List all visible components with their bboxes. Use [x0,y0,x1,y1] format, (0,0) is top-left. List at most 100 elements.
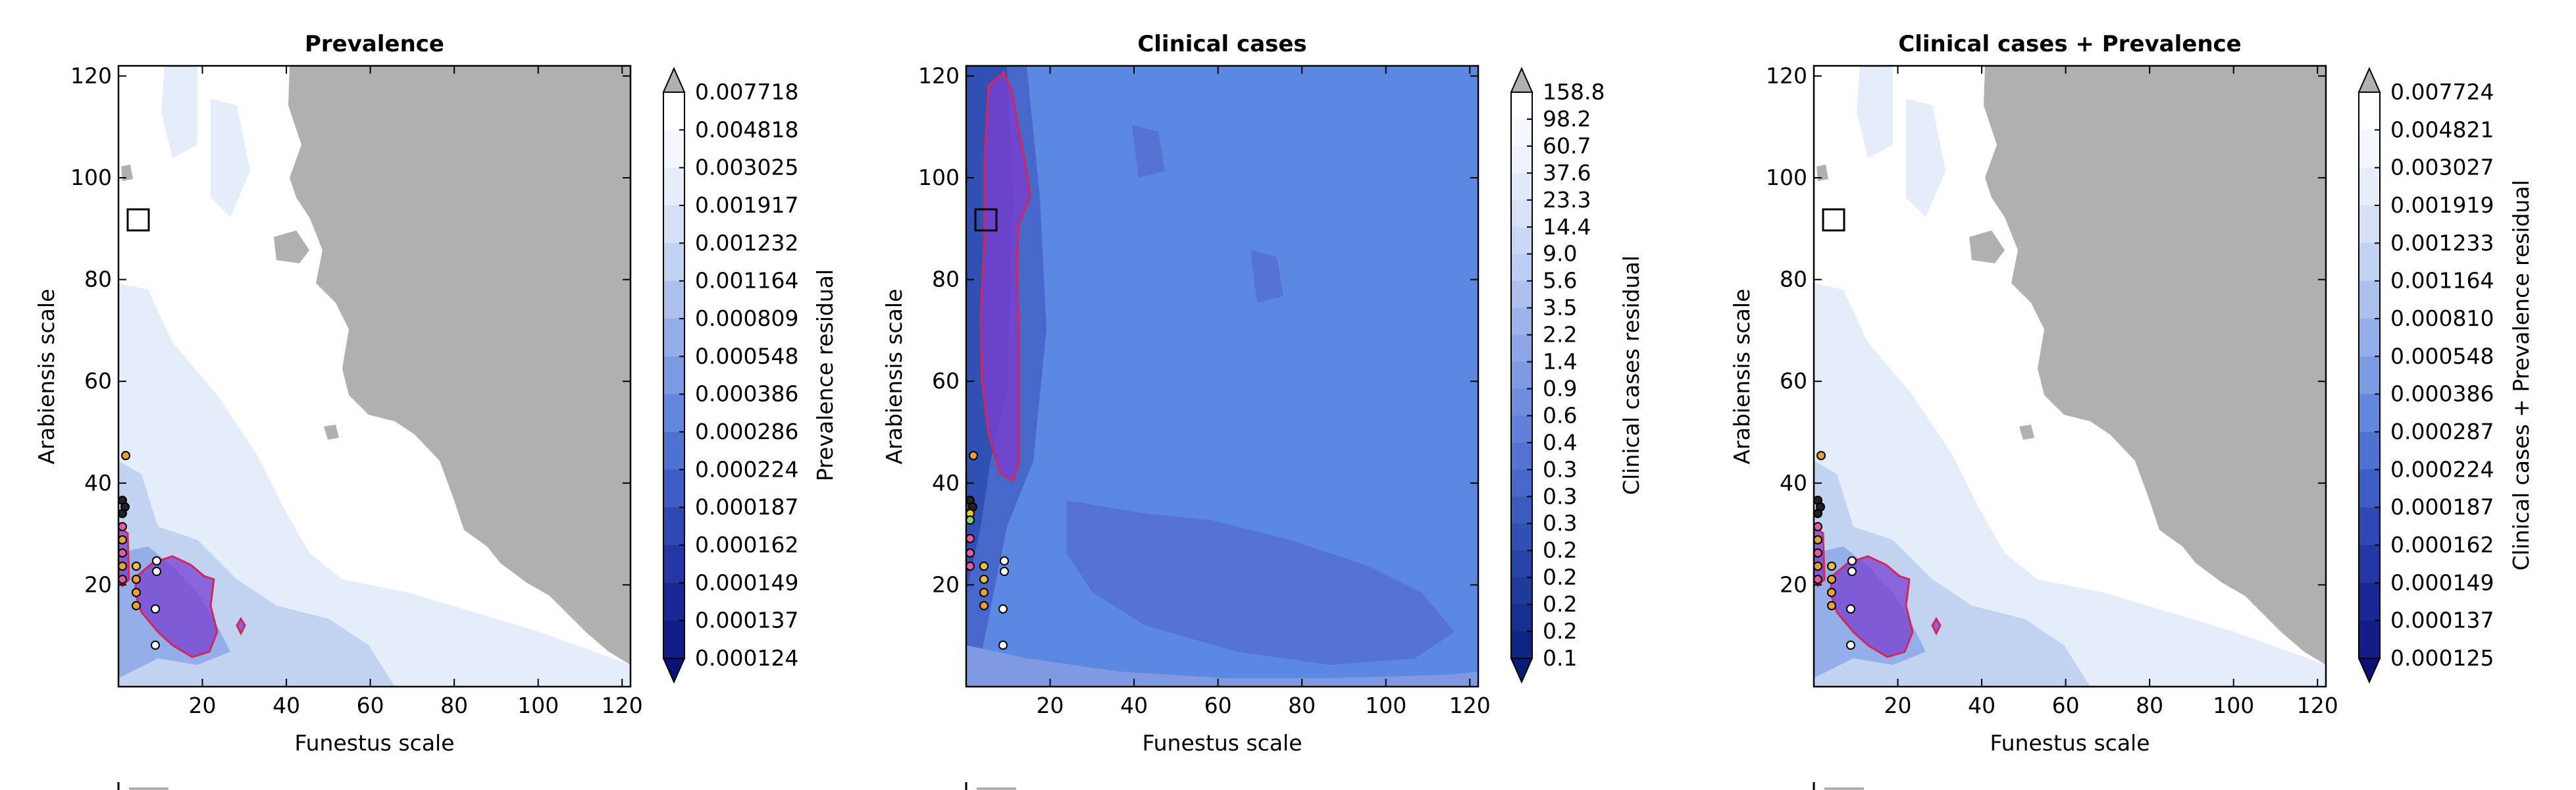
colorbar-tick-label: 5.6 [1543,268,1577,294]
colorbar-band [2359,469,2380,508]
colorbar-tick-label: 0.000810 [2390,305,2494,331]
colorbar-tick-label: 0.000386 [695,381,798,407]
colorbar-tick-label: 0.003027 [2390,155,2494,180]
sample-marker [979,588,989,597]
colorbar-tick-label: 37.6 [1543,160,1591,186]
colorbar-band [663,394,684,433]
colorbar-band [2359,394,2380,433]
colorbar: 0.007724 0.004821 0.003027 0.001919 0.001233… [2357,66,2494,684]
y-tick-label: 20 [84,571,112,597]
colorbar-band [1511,604,1532,632]
colorbar-band [2359,205,2380,244]
highlight-box [126,208,150,232]
panel-clinical-cases: Clinical cases [881,31,1644,790]
significance-region [979,70,1031,483]
sample-marker [966,548,975,558]
colorbar-band [1511,415,1532,443]
plot-frame [965,65,1480,688]
colorbar-band [1511,361,1532,390]
sample-marker [152,556,161,566]
colorbar-tick-label: 9.0 [1543,241,1577,267]
colorbar-band [1511,631,1532,659]
colorbar-tick-label: 0.001232 [695,230,798,255]
over-range-island [2022,257,2051,276]
y-tick-label: 80 [84,267,112,292]
colorbar-tick-label: 3.5 [1543,295,1577,321]
colorbar-band [663,469,684,508]
y-tick-label: 60 [1780,368,1807,394]
colorbar-tick-label: 0.000125 [2390,645,2494,671]
colorbar-band [663,167,684,206]
y-tick-label: 100 [918,165,960,190]
sample-marker [966,562,975,571]
colorbar-tick-label: 0.3 [1543,483,1577,509]
x-axis-label: Funestus scale [1990,730,2150,756]
colorbar-tick-label: 23.3 [1543,187,1591,213]
colorbar-band [1511,118,1532,147]
colorbar-tick-label: 0.2 [1543,591,1577,617]
sample-marker [1814,575,1822,584]
legend-stub [965,782,1016,790]
x-ticks: 20 40 60 80 100 120 [1884,66,2338,718]
highlight-box [974,208,998,232]
colorbar-tick-label: 0.003025 [695,155,798,180]
colorbar-band [1511,469,1532,497]
colorbar-under-arrow [1510,658,1533,684]
sample-marker [966,534,975,543]
x-tick-label: 60 [2052,693,2080,718]
sample-marker [1846,641,1855,650]
y-tick-label: 40 [84,470,112,496]
colorbar-tick-label: 2.2 [1543,322,1577,348]
colorbar: 0.007718 0.004818 0.003025 0.001917 0.001232… [662,66,798,684]
colorbar-band [663,583,684,621]
sample-marker [118,509,127,518]
colorbar-band [2359,167,2380,206]
sample-marker [1827,562,1836,571]
colorbar-frame [663,92,685,659]
sample-marker [1000,567,1009,576]
over-range-island [1816,165,1828,181]
colorbar-band [2359,243,2380,282]
x-tick-label: 60 [1204,693,1232,718]
colorbar-under-arrow [2357,658,2381,684]
x-axis-label: Funestus scale [1142,730,1302,756]
over-range-region [288,66,631,665]
sample-marker [969,451,978,460]
sample-marker [1816,451,1826,460]
colorbar-tick-label: 158.8 [1543,79,1605,105]
x-tick-label: 120 [1449,693,1491,718]
colorbar-band [1511,226,1532,255]
colorbar-band [663,130,684,169]
sample-marker [1846,604,1855,614]
sample-marker [1847,556,1857,566]
highlight-box [1822,208,1845,232]
sample-marker [132,588,141,597]
sample-marker [132,575,141,584]
over-range-region [1984,66,2326,665]
colorbar-tick-label: 1.4 [1543,349,1577,375]
significance-region [1931,617,1942,636]
y-tick-label: 40 [1780,470,1807,496]
contour-band-light [1857,66,1893,158]
y-axis-label: Arabiensis scale [1729,289,1755,465]
colorbar-band [1511,199,1532,228]
significance-region [1829,555,1914,658]
colorbar: 158.898.260.737.623.314.49.05.63.52.21.4… [1510,66,1605,684]
x-tick-label: 20 [1037,693,1064,718]
colorbar-tick-label: 0.000124 [695,645,798,671]
colorbar-tick-label: 0.000548 [695,343,798,369]
y-ticks: 20 40 60 80 100 120 [918,63,1478,597]
over-range-island [121,165,133,181]
colorbar-band [663,205,684,244]
sample-markers [966,451,1009,650]
colorbar-tick-label: 0.000286 [695,419,798,444]
sample-marker [118,562,127,571]
colorbar-tick-label: 0.000287 [2390,419,2494,444]
y-axis-label: Arabiensis scale [34,289,59,465]
sample-marker [132,601,141,610]
colorbar-tick-label: 0.000149 [695,569,798,595]
colorbar-over-arrow [662,66,686,93]
colorbar-label: Prevalence residual [812,269,838,481]
sample-marker [966,515,975,525]
over-range-island [2059,392,2074,408]
